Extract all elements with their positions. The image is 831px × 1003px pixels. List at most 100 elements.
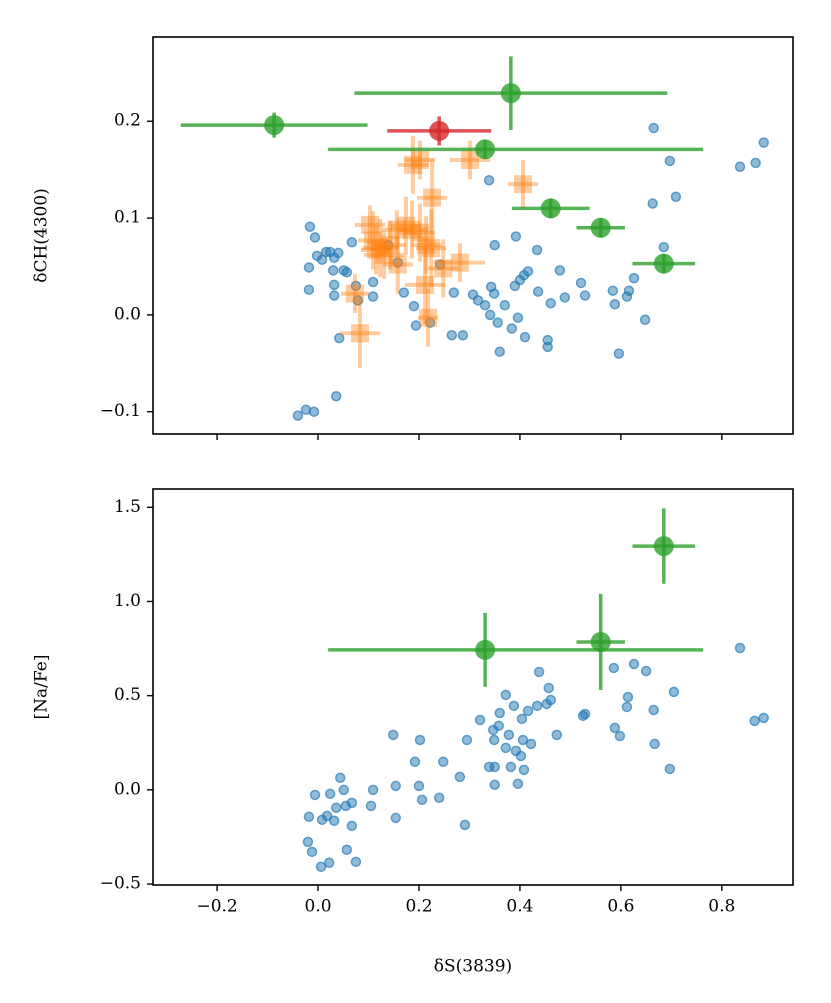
y-tick-label: 0.0: [114, 304, 141, 324]
x-tick-label: 0.6: [607, 897, 634, 917]
point: [328, 290, 340, 301]
point: [416, 275, 435, 294]
x-tick-label: 0.8: [708, 897, 735, 917]
x-tick-label: −0.2: [196, 897, 237, 917]
y-tick-label: 1.5: [114, 497, 141, 517]
point: [309, 789, 321, 801]
point: [525, 738, 537, 750]
point: [335, 772, 346, 784]
point: [303, 811, 315, 823]
point: [308, 406, 320, 417]
y-axis-label: δCH(4300): [32, 188, 52, 283]
point: [392, 257, 404, 268]
point: [607, 285, 619, 296]
point: [398, 287, 410, 298]
point: [472, 295, 484, 306]
point: [461, 734, 473, 746]
point: [734, 161, 746, 173]
point: [519, 331, 531, 343]
point: [475, 639, 496, 660]
x-tick-label: 0.2: [405, 897, 432, 917]
point: [551, 729, 563, 741]
point: [323, 857, 335, 869]
point: [622, 691, 634, 703]
point: [396, 216, 415, 235]
point: [410, 320, 422, 331]
point: [341, 267, 353, 278]
point: [327, 265, 339, 276]
point: [494, 707, 506, 719]
point: [375, 245, 394, 264]
point: [545, 298, 556, 309]
point: [512, 778, 524, 790]
point: [460, 150, 479, 169]
point: [409, 756, 421, 768]
point: [579, 708, 591, 720]
point: [648, 704, 659, 716]
point: [483, 175, 495, 186]
point: [503, 729, 515, 741]
y-tick-label: 1.0: [114, 591, 141, 611]
point: [489, 761, 500, 773]
point: [531, 244, 543, 256]
point: [365, 800, 377, 812]
point: [517, 734, 529, 746]
point: [433, 792, 445, 804]
point: [488, 288, 500, 299]
y-tick-label: −0.5: [100, 874, 141, 894]
point: [590, 217, 611, 238]
point: [437, 756, 449, 768]
point: [522, 705, 534, 717]
point: [510, 231, 522, 242]
point: [303, 284, 315, 295]
point: [750, 157, 761, 169]
point: [332, 247, 344, 259]
point: [330, 802, 342, 814]
point: [408, 300, 420, 312]
point: [554, 265, 566, 276]
point: [306, 846, 318, 858]
point: [345, 284, 364, 303]
point: [422, 239, 441, 258]
point: [664, 763, 676, 775]
point: [403, 155, 422, 174]
point: [608, 662, 620, 674]
point: [411, 150, 430, 169]
point: [668, 686, 680, 698]
point: [424, 317, 436, 328]
y-tick-label: 0.5: [114, 685, 141, 705]
point: [492, 317, 503, 328]
point: [532, 286, 544, 297]
point: [382, 239, 394, 251]
point: [338, 784, 350, 796]
point: [350, 324, 369, 343]
point: [475, 139, 496, 160]
point: [309, 232, 321, 243]
point: [670, 191, 682, 203]
point: [640, 665, 652, 677]
point: [321, 810, 333, 822]
point: [614, 730, 626, 742]
point: [543, 682, 554, 694]
point: [648, 122, 659, 134]
point: [388, 255, 407, 274]
point: [341, 844, 353, 856]
point: [494, 346, 506, 357]
x-tick-label: 0.4: [506, 897, 533, 917]
point: [609, 722, 621, 734]
point: [489, 779, 500, 791]
point: [758, 712, 769, 724]
point: [540, 198, 561, 219]
point: [489, 239, 500, 251]
point: [590, 631, 611, 652]
point: [484, 309, 496, 321]
point: [390, 780, 402, 792]
point: [512, 312, 524, 324]
point: [367, 276, 379, 288]
point: [664, 155, 676, 167]
point: [434, 259, 453, 278]
point: [649, 738, 660, 750]
point: [264, 115, 285, 136]
point: [488, 734, 500, 746]
